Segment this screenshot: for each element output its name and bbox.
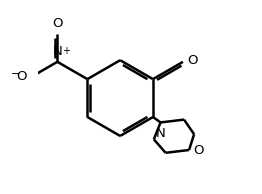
Text: O: O <box>187 54 197 67</box>
Text: +: + <box>62 46 70 56</box>
Text: N: N <box>156 127 165 140</box>
Text: −: − <box>11 69 20 79</box>
Text: O: O <box>193 144 204 157</box>
Text: O: O <box>16 70 26 83</box>
Text: N: N <box>52 45 62 58</box>
Text: O: O <box>52 17 63 30</box>
